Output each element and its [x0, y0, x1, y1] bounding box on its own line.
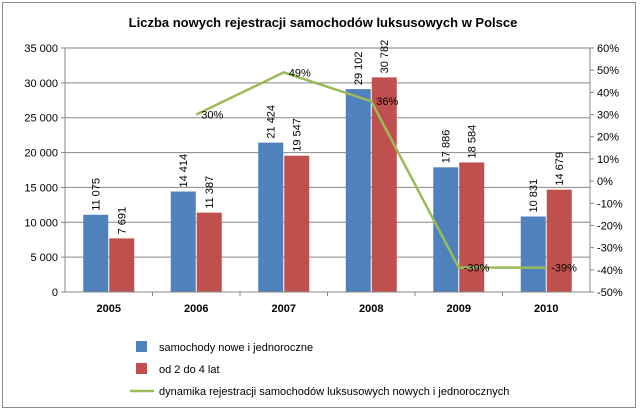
right-tick-label: 0%: [597, 176, 613, 188]
left-tick-label: 20 000: [24, 148, 58, 160]
gridlines: [65, 47, 590, 258]
chart-title: Liczba nowych rejestracji samochodów luk…: [129, 15, 518, 30]
right-tick-label: -10%: [597, 198, 623, 210]
left-tick-label: 30 000: [24, 78, 58, 90]
x-tick-label: 2005: [97, 303, 121, 315]
bar-value-label: 21 424: [266, 105, 278, 139]
x-tick-label: 2007: [272, 303, 296, 315]
bar: [109, 238, 135, 292]
right-tick-label: 10%: [597, 154, 619, 166]
line-value-label: -39%: [551, 263, 577, 275]
chart-frame: Liczba nowych rejestracji samochodów luk…: [2, 2, 636, 408]
bar-value-label: 14 414: [178, 154, 190, 188]
x-tick-label: 2006: [184, 303, 208, 315]
bars: [83, 77, 572, 292]
bar-value-label: 30 782: [379, 40, 391, 74]
x-tick-label: 2008: [359, 303, 383, 315]
right-tick-label: -30%: [597, 243, 623, 255]
left-tick-label: 5 000: [30, 252, 58, 264]
legend: samochody nowe i jednoroczne od 2 do 4 la…: [130, 341, 509, 398]
line-value-label: -39%: [464, 263, 490, 275]
bar: [196, 212, 222, 292]
left-tick-label: 10 000: [24, 217, 58, 229]
bar: [371, 77, 397, 292]
data-labels: 11 075 14 414 21 424 29 102 17 886 10 831 7 69…: [91, 40, 577, 275]
legend-label: dynamika rejestracji samochodów luksusow…: [159, 386, 509, 398]
bar-value-label: 7 691: [117, 207, 129, 235]
bar: [459, 162, 485, 292]
bar: [433, 167, 459, 292]
left-tick-label: 25 000: [24, 113, 58, 125]
bar: [83, 214, 109, 292]
bar-value-label: 17 886: [441, 130, 453, 164]
bar: [284, 155, 310, 292]
right-tick-label: 40%: [597, 87, 619, 99]
right-tick-label: -50%: [597, 287, 623, 299]
legend-swatch: [136, 363, 147, 374]
axes: 0 5 000 10 000 15 000 20 000 25 000 30 000 35 0…: [24, 43, 623, 315]
bar: [345, 89, 371, 292]
bar-value-label: 19 547: [292, 118, 304, 152]
bar-value-label: 14 679: [554, 152, 566, 186]
line-value-label: 30%: [201, 110, 223, 122]
line-value-label: 36%: [376, 96, 398, 108]
bar-value-label: 18 584: [467, 125, 479, 159]
left-tick-label: 0: [52, 287, 58, 299]
bar-value-label: 29 102: [353, 51, 365, 85]
right-tick-label: 60%: [597, 43, 619, 55]
bar: [258, 142, 284, 292]
legend-label: od 2 do 4 lat: [159, 364, 220, 376]
bar: [546, 189, 572, 292]
right-tick-label: -20%: [597, 220, 623, 232]
x-tick-label: 2009: [447, 303, 471, 315]
right-tick-label: 20%: [597, 132, 619, 144]
line-value-label: 49%: [289, 67, 311, 79]
x-tick-label: 2010: [534, 303, 558, 315]
right-tick-label: -40%: [597, 265, 623, 277]
bar-value-label: 11 387: [204, 176, 216, 209]
dynamics-line: [195, 71, 547, 269]
bar: [170, 191, 196, 292]
bar-value-label: 11 075: [91, 178, 103, 211]
dynamics-line-path: [195, 71, 547, 269]
bar-value-label: 10 831: [528, 179, 540, 213]
bar-line-chart: Liczba nowych rejestracji samochodów luk…: [24, 15, 623, 398]
left-tick-label: 15 000: [24, 182, 58, 194]
right-tick-label: 30%: [597, 110, 619, 122]
bar: [520, 216, 546, 292]
right-tick-label: 50%: [597, 65, 619, 77]
legend-label: samochody nowe i jednoroczne: [159, 342, 313, 354]
legend-swatch: [136, 341, 147, 352]
left-tick-label: 35 000: [24, 43, 58, 55]
